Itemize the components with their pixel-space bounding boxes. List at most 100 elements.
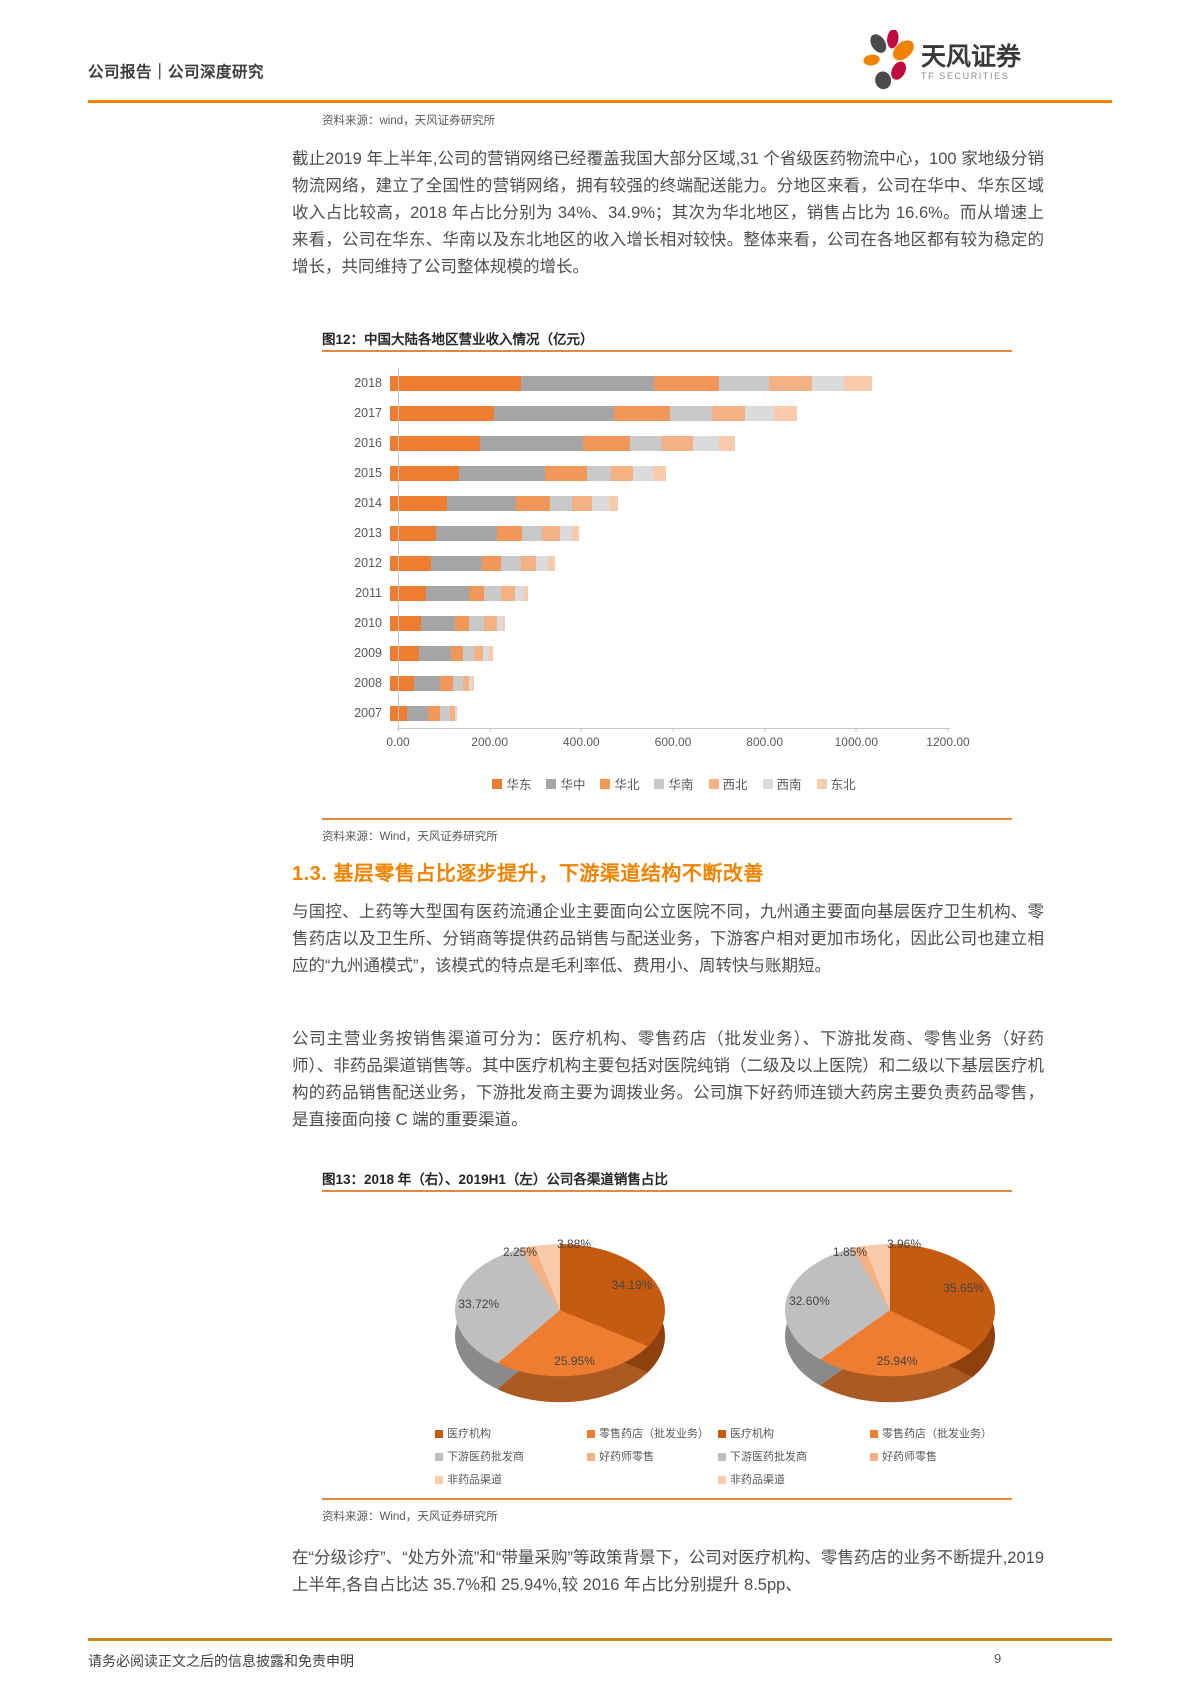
bar-y-label: 2008: [354, 676, 382, 690]
bar-chart-region-revenue: 2018 2017 2016 2015 2014 2013 2012 2011 2010 2009…: [340, 368, 1012, 798]
bar-segment-华东: [390, 645, 420, 661]
bar-segment-东北: [844, 375, 872, 391]
bar-segment-华中: [520, 375, 655, 391]
bar-y-label: 2014: [354, 496, 382, 510]
brand-name-cn: 天风证券: [921, 42, 1022, 71]
pie-label-医疗机构: 34.19%: [611, 1278, 653, 1293]
pie-label-下游医药批发商: 32.60%: [789, 1293, 830, 1308]
bar-segment-华南: [669, 405, 713, 421]
bar-track: [390, 375, 940, 391]
pie-label-零售药店（批发业务）: 25.95%: [554, 1353, 595, 1368]
bar-segment-华南: [440, 705, 451, 721]
bar-segment-西北: [662, 435, 693, 451]
pie-legend-label: 好药师零售: [599, 1450, 654, 1463]
bar-segment-华南: [549, 495, 573, 511]
bar-segment-华中: [406, 705, 429, 721]
pie-chart-2019h1: 34.19% 25.95% 33.72% 2.25% 3.88%: [455, 1237, 665, 1404]
bar-segment-华北: [654, 375, 720, 391]
bar-y-label: 2016: [354, 436, 382, 450]
bar-row-2011: 2011: [340, 578, 1012, 608]
bar-segment-东北: [718, 435, 735, 451]
bar-segment-华东: [390, 675, 415, 691]
bar-row-2013: 2013: [340, 518, 1012, 548]
bar-segment-西北: [501, 585, 515, 601]
bar-segment-华东: [390, 495, 447, 511]
bar-y-label: 2010: [354, 616, 382, 630]
bar-segment-华东: [390, 435, 480, 451]
pie-legend-label: 非药品渠道: [447, 1473, 502, 1486]
pie-legend-item-下游医药批发商: 下游医药批发商: [718, 1451, 870, 1465]
bar-legend-swatch: [816, 778, 827, 789]
bar-segment-华中: [493, 405, 614, 421]
bar-y-label: 2017: [354, 406, 382, 420]
bar-segment-西南: [514, 585, 524, 601]
footer-disclaimer: 请务必阅读正文之后的信息披露和免责申明: [88, 1653, 354, 1669]
x-tick-label: 600.00: [654, 735, 692, 749]
bar-segment-东北: [774, 405, 797, 421]
bar-segment-华东: [390, 375, 521, 391]
bar-segment-华北: [468, 585, 485, 601]
x-tick-label: 1200.00: [926, 735, 970, 749]
pie-legend-item-非药品渠道: 非药品渠道: [718, 1474, 870, 1488]
bar-segment-东北: [548, 555, 555, 571]
bar-segment-华中: [414, 675, 441, 691]
bar-segment-华北: [582, 435, 630, 451]
bar-track: [390, 495, 940, 511]
bar-segment-西北: [610, 465, 634, 481]
pie-label-医疗机构: 35.65%: [943, 1280, 985, 1295]
bar-segment-西南: [592, 495, 610, 511]
pie-legend-swatch: [870, 1452, 878, 1461]
pie-legend-label: 医疗机构: [447, 1428, 491, 1440]
bar-legend-label: 西北: [722, 778, 748, 792]
figure12-top-rule: [322, 350, 1012, 352]
bar-segment-西南: [692, 435, 719, 451]
pie-label-非药品渠道: 3.96%: [886, 1237, 922, 1251]
bar-segment-华东: [390, 465, 460, 481]
pie-legend-swatch: [435, 1430, 443, 1438]
bar-segment-华中: [425, 585, 469, 601]
bar-legend-swatch: [708, 778, 719, 789]
bar-segment-西南: [536, 555, 549, 571]
bar-legend-item-西南: 西南: [762, 774, 802, 793]
pie-legend-swatch: [870, 1430, 878, 1438]
pie-legend-label: 零售药店（批发业务）: [882, 1428, 992, 1440]
bar-row-2018: 2018: [340, 368, 1012, 398]
bar-legend-label: 华东: [506, 778, 532, 792]
bar-segment-华北: [450, 645, 463, 661]
pie-legend-item-好药师零售: 好药师零售: [587, 1451, 757, 1465]
bar-row-2010: 2010: [340, 608, 1012, 638]
x-tick-label: 0.00: [386, 735, 410, 749]
bar-row-2012: 2012: [340, 548, 1012, 578]
bar-segment-东北: [609, 495, 619, 511]
bar-segment-华东: [390, 585, 426, 601]
pie-label-零售药店（批发业务）: 25.94%: [876, 1354, 918, 1369]
x-tick-label: 800.00: [746, 735, 784, 749]
bar-segment-东北: [488, 645, 493, 661]
pie-legend-swatch: [718, 1430, 726, 1438]
pie-legend-swatch: [435, 1452, 443, 1461]
pie-label-非药品渠道: 3.88%: [556, 1237, 592, 1251]
bar-row-2014: 2014: [340, 488, 1012, 518]
figure12-title: 图12：中国大陆各地区营业收入情况（亿元）: [322, 332, 594, 347]
bar-segment-华北: [454, 615, 469, 631]
bar-y-label: 2015: [354, 466, 382, 480]
pie-legend-item-好药师零售: 好药师零售: [870, 1451, 1040, 1465]
bar-legend-label: 华中: [560, 778, 586, 792]
x-tick-mark: [672, 728, 674, 732]
bar-row-2008: 2008: [340, 668, 1012, 698]
bar-chart-rows: 2018 2017 2016 2015 2014 2013 2012 2011 2010 2009…: [340, 368, 1012, 728]
figure12-source: 资料来源：Wind，天风证券研究所: [322, 831, 498, 843]
bar-row-2015: 2015: [340, 458, 1012, 488]
bar-segment-西北: [450, 705, 455, 721]
bar-track: [390, 705, 940, 721]
bar-segment-华南: [468, 615, 485, 631]
bar-legend-label: 东北: [830, 778, 856, 792]
bar-y-label: 2018: [354, 376, 382, 390]
bar-legend-swatch: [762, 778, 773, 789]
figure-source-top: 资料来源：wind，天风证券研究所: [322, 115, 496, 127]
pie-legend-swatch: [435, 1475, 443, 1484]
bar-segment-西南: [468, 675, 473, 691]
bar-segment-华南: [521, 525, 543, 541]
pie-legend-label: 好药师零售: [882, 1450, 937, 1463]
bar-y-label: 2009: [354, 646, 382, 660]
